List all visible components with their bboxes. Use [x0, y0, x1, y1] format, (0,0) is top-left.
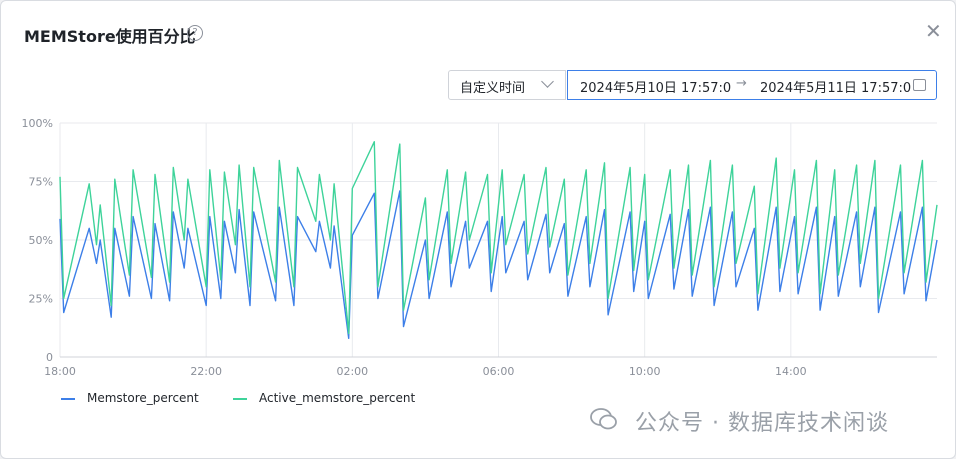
time-range-select[interactable]: 自定义时间 [448, 70, 566, 100]
x-tick-label: 18:00 [44, 365, 76, 378]
dialog-title: MEMStore使用百分比 [24, 27, 196, 46]
arrow-right-icon: → [736, 76, 747, 91]
y-tick-label: 0 [46, 351, 53, 364]
legend-swatch-active [233, 397, 247, 400]
time-range-select-value: 自定义时间 [460, 81, 526, 96]
y-tick-label: 75% [29, 176, 53, 189]
calendar-icon[interactable] [913, 79, 926, 91]
series-line-active[interactable] [59, 140, 938, 335]
x-tick-label: 14:00 [775, 365, 807, 378]
y-tick-label: 100% [22, 117, 53, 130]
watermark-text: 公众号 · 数据库技术闲谈 [635, 411, 889, 436]
wechat-icon [590, 408, 617, 430]
x-tick-label: 06:00 [483, 365, 515, 378]
y-tick-label: 25% [29, 293, 53, 306]
legend-swatch-memstore [61, 397, 75, 400]
end-date-input[interactable]: 2024年5月11日 17:57:0 [760, 81, 912, 96]
start-date-input[interactable]: 2024年5月10日 17:57:0 [580, 81, 732, 96]
x-tick-label: 10:00 [629, 365, 661, 378]
legend-label-active: Active_memstore_percent [259, 391, 416, 405]
x-tick-label: 02:00 [336, 365, 368, 378]
date-range-picker[interactable]: 2024年5月10日 17:57:0 → 2024年5月11日 17:57:0 [567, 70, 937, 100]
close-icon[interactable]: ✕ [925, 19, 942, 43]
line-chart: 0 25% 50% 75% 100% 18:00 22:00 02:00 06:00 10:00 1… [22, 117, 938, 378]
legend-item-active[interactable]: Active_memstore_percent [233, 391, 415, 405]
legend-label-memstore: Memstore_percent [87, 391, 199, 405]
series-line-memstore[interactable] [59, 190, 938, 339]
legend-item-memstore[interactable]: Memstore_percent [61, 391, 199, 405]
x-tick-label: 22:00 [190, 365, 222, 378]
question-circle-icon[interactable]: ? [187, 25, 203, 41]
y-tick-label: 50% [29, 234, 53, 247]
